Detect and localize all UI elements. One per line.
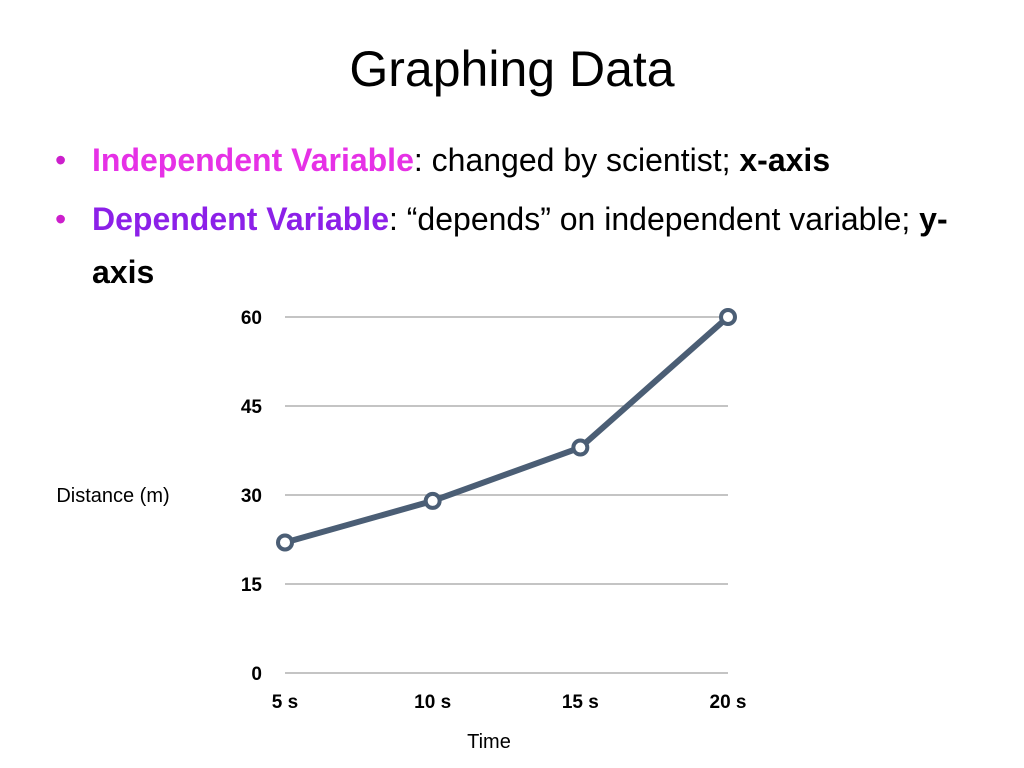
x-axis-label: Time xyxy=(467,731,511,753)
x-tick-label: 5 s xyxy=(272,692,298,713)
bullet-list: • Independent Variable: changed by scien… xyxy=(55,134,995,305)
x-tick-label: 10 s xyxy=(414,692,451,713)
bullet-dot: • xyxy=(55,142,67,178)
definition-independent-variable: : changed by scientist; xyxy=(413,142,740,178)
y-tick-label: 45 xyxy=(241,397,263,418)
term-dependent-variable: Dependent Variable xyxy=(92,201,389,237)
data-point xyxy=(423,491,442,510)
data-point xyxy=(276,533,294,552)
definition-dependent-variable: : “depends” on independent variable; xyxy=(388,201,920,237)
term-independent-variable: Independent Variable xyxy=(92,142,414,178)
x-tick-labels: 5 s 10 s 15 s 20 s xyxy=(272,692,747,713)
grid-lines xyxy=(285,316,728,674)
series-line xyxy=(282,314,731,546)
y-tick-label: 0 xyxy=(251,664,262,685)
x-tick-label: 20 s xyxy=(710,692,747,713)
axis-y-label-text: y-axis xyxy=(92,201,948,290)
bullet-dependent-variable: • Dependent Variable: “depends” on indep… xyxy=(55,193,995,299)
distance-time-chart: 0 15 30 45 60 5 s 10 s 15 s 20 s Distance (m) T… xyxy=(56,308,747,753)
y-tick-label: 30 xyxy=(241,486,262,507)
data-points xyxy=(276,308,737,552)
y-tick-label: 15 xyxy=(241,575,263,596)
axis-x-label-text: x-axis xyxy=(739,142,831,178)
data-point xyxy=(719,308,737,326)
data-point xyxy=(571,438,590,457)
y-axis-label: Distance (m) xyxy=(56,485,169,507)
slide-title: Graphing Data xyxy=(349,41,675,97)
bullet-dot: • xyxy=(55,201,67,237)
x-tick-label: 15 s xyxy=(562,692,599,713)
y-tick-label: 60 xyxy=(241,308,262,329)
y-tick-labels: 0 15 30 45 60 xyxy=(241,308,263,685)
bullet-independent-variable: • Independent Variable: changed by scien… xyxy=(55,134,995,187)
